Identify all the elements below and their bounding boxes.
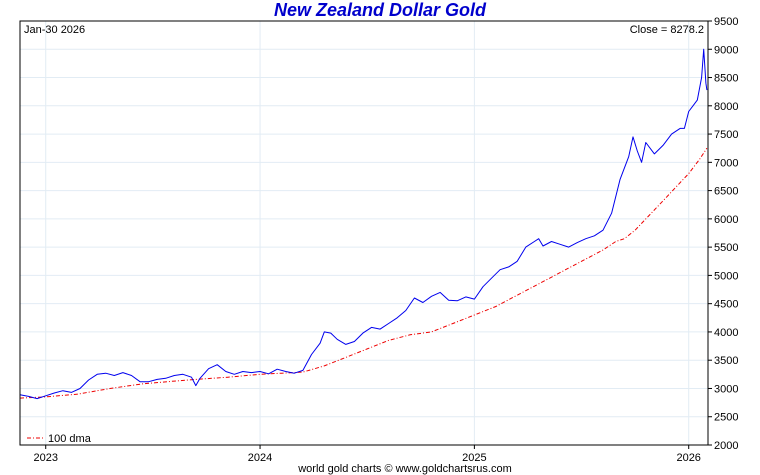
- y-tick-label: 6000: [714, 214, 738, 226]
- x-tick-label: 2026: [676, 452, 700, 464]
- grid-layer: [20, 20, 708, 446]
- close-label: Close = 8278.2: [630, 24, 704, 36]
- y-axis: 2000 2500 3000 3500 4000 4500 5000 5500 6000 6500…: [708, 16, 738, 452]
- y-tick-label: 5500: [714, 242, 738, 254]
- series-layer: [19, 48, 708, 400]
- y-tick-label: 7000: [714, 157, 738, 169]
- y-tick-label: 4500: [714, 299, 738, 311]
- y-tick-label: 6500: [714, 186, 738, 198]
- y-tick-label: 8000: [714, 101, 738, 113]
- y-tick-label: 3500: [714, 355, 738, 367]
- y-tick-label: 7500: [714, 129, 738, 141]
- chart-title: New Zealand Dollar Gold: [274, 0, 487, 20]
- legend-label-dma: 100 dma: [48, 433, 92, 445]
- credit-label: world gold charts © www.goldchartsrus.co…: [297, 463, 512, 475]
- y-tick-label: 3000: [714, 383, 738, 395]
- y-tick-label: 8500: [714, 73, 738, 85]
- y-tick-label: 9000: [714, 44, 738, 56]
- y-tick-label: 5000: [714, 270, 738, 282]
- x-tick-label: 2023: [33, 452, 57, 464]
- y-tick-label: 2000: [714, 440, 738, 452]
- y-tick-label: 2500: [714, 412, 738, 424]
- y-tick-label: 9500: [714, 16, 738, 28]
- y-tick-label: 4000: [714, 327, 738, 339]
- date-label: Jan-30 2026: [24, 24, 85, 36]
- plot-frame: [19, 20, 709, 446]
- x-axis: 2023 2024 2025 2026: [33, 445, 701, 464]
- x-tick-label: 2024: [248, 452, 272, 464]
- series-line-nzd-gold: [19, 48, 708, 400]
- legend: 100 dma: [27, 433, 92, 445]
- series-line-100-dma: [19, 147, 708, 399]
- x-tick-label: 2025: [462, 452, 486, 464]
